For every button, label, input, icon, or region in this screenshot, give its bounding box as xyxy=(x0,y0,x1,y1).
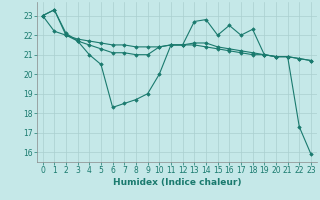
X-axis label: Humidex (Indice chaleur): Humidex (Indice chaleur) xyxy=(113,178,241,187)
